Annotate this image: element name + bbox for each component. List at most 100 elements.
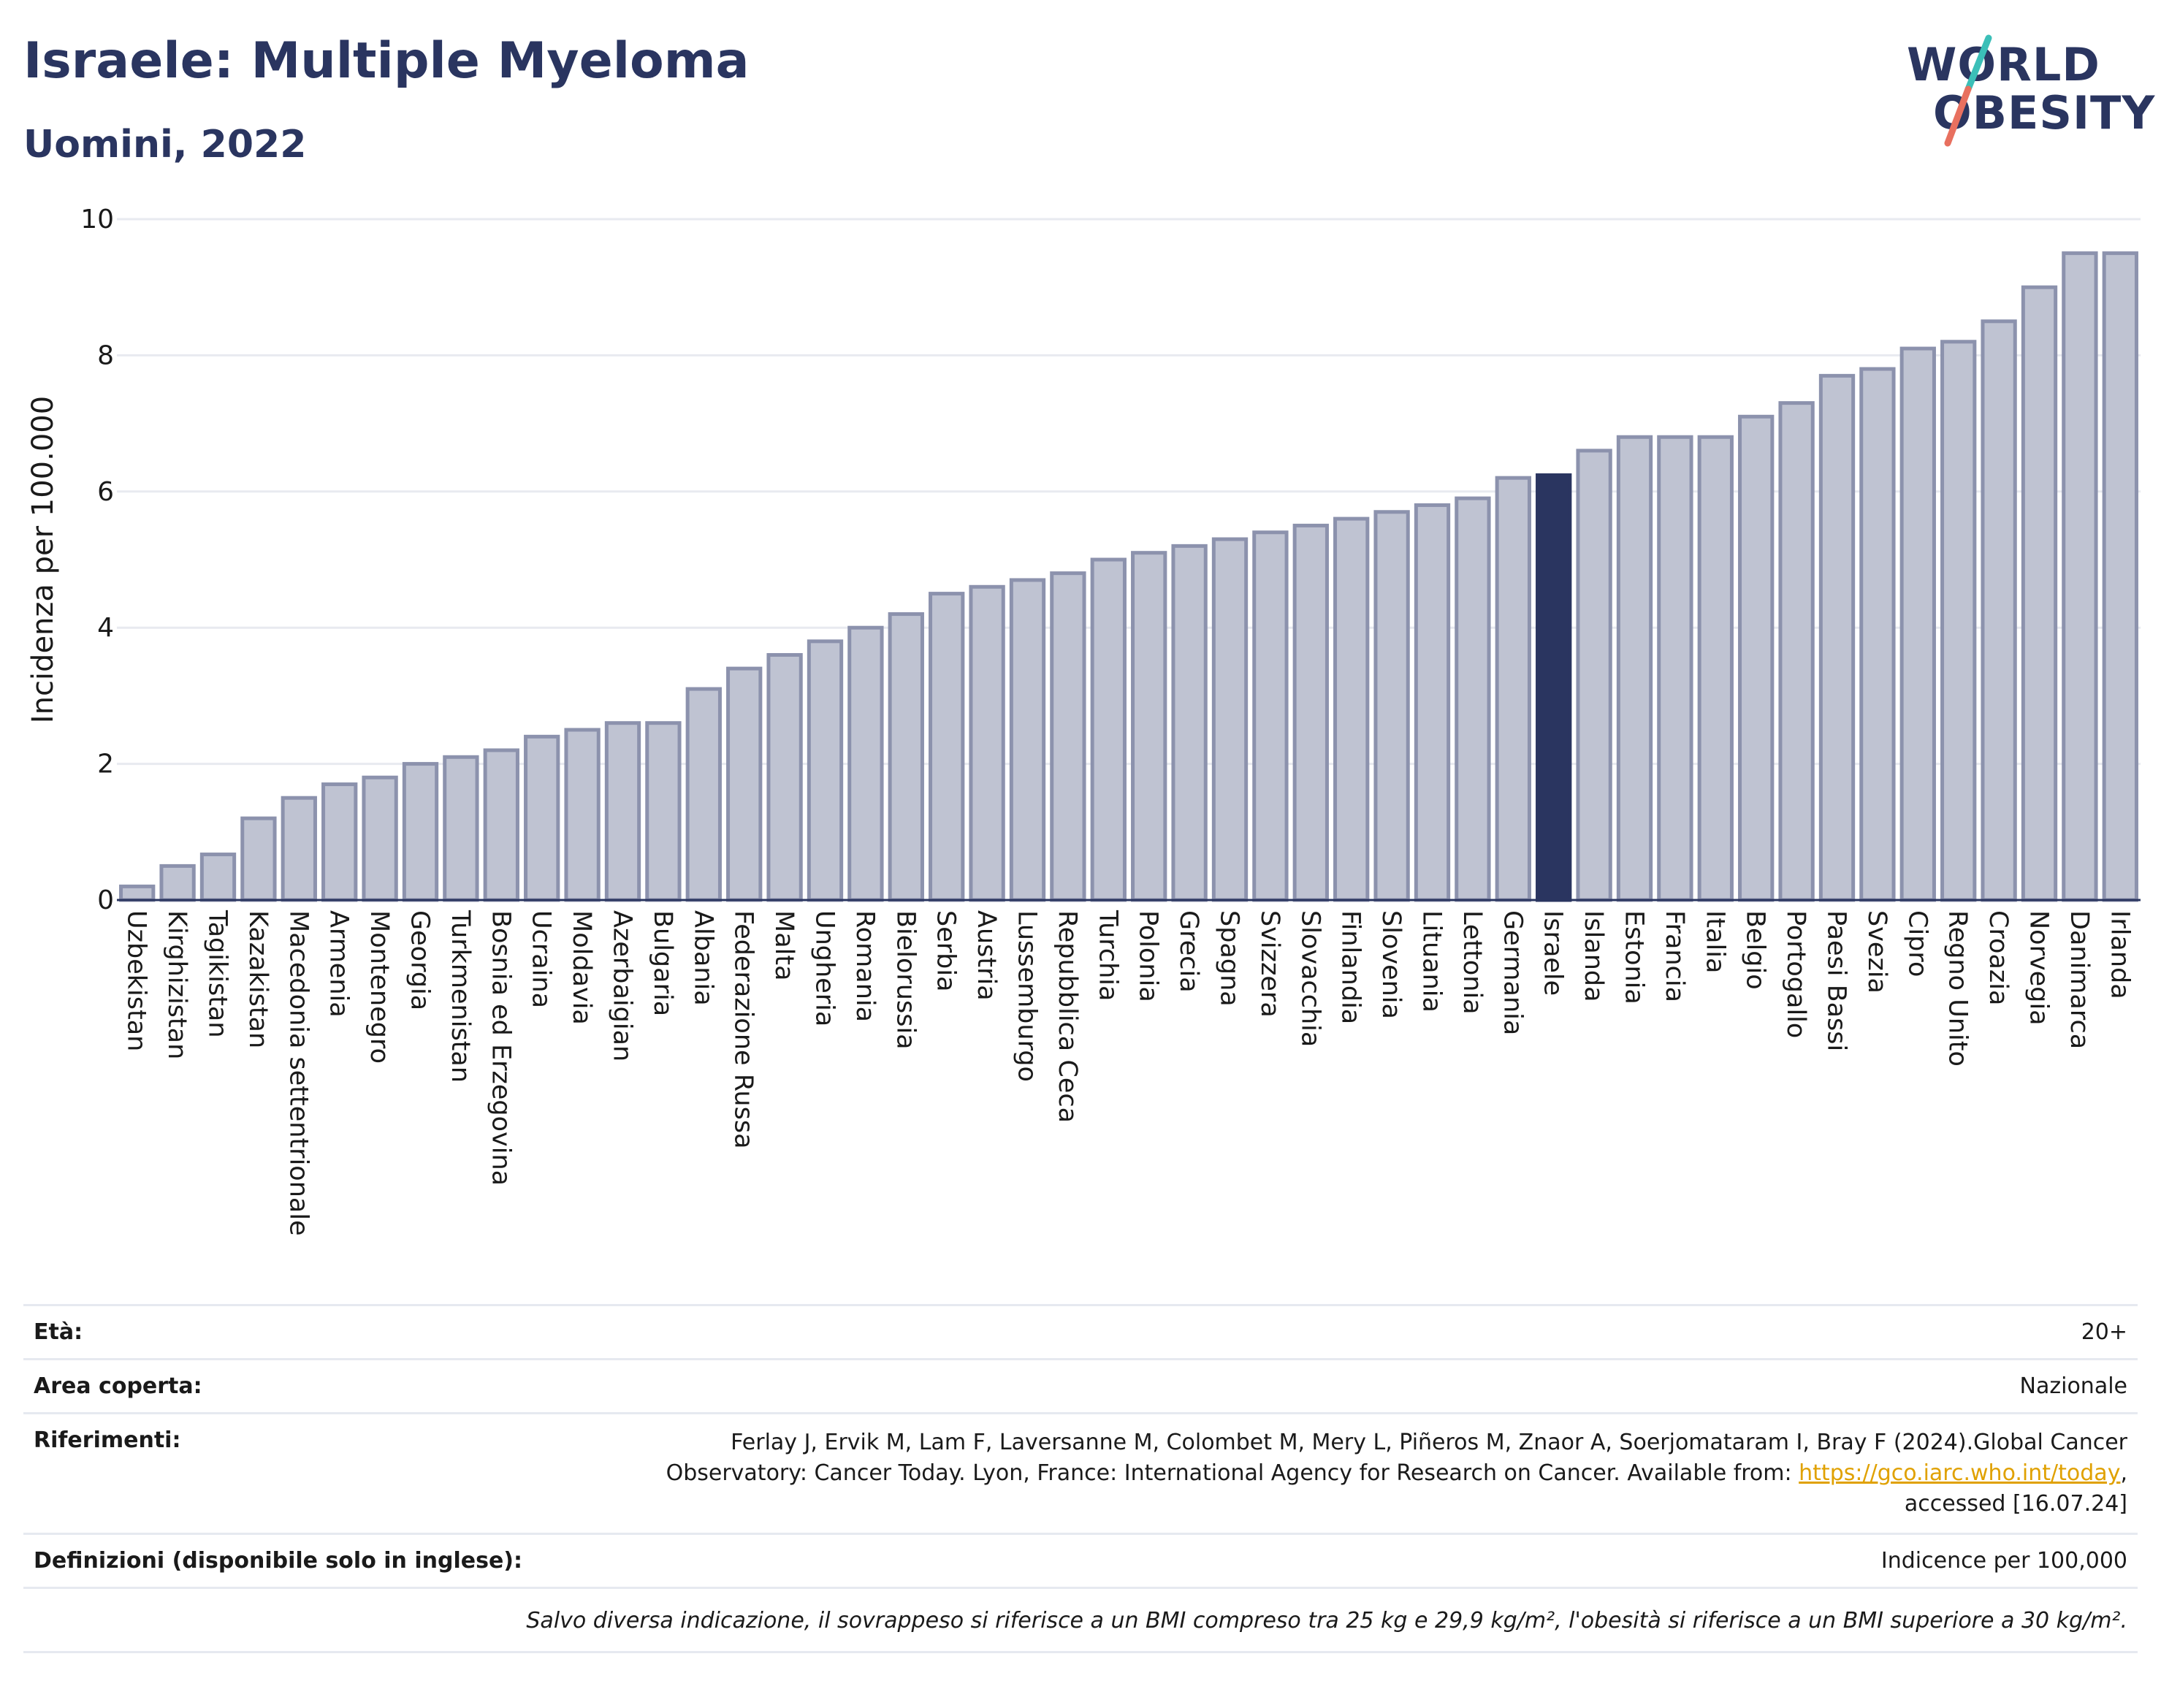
bar-paesi-bassi — [1818, 373, 1856, 902]
meta-row-references: Riferimenti: Ferlay J, Ervik M, Lam F, L… — [23, 1412, 2138, 1533]
x-tick-label: Armenia — [324, 910, 354, 1018]
x-tick-label: Cipro — [1902, 910, 1932, 977]
bar-georgia — [402, 762, 439, 902]
x-tick-label: Albania — [688, 910, 717, 1006]
x-tick-label: Ucraina — [527, 910, 556, 1008]
x-tick-label: Federazione Russa — [729, 910, 758, 1149]
x-tick-label: Uzbekistan — [122, 910, 151, 1051]
logo-slash-icon — [1944, 34, 1992, 147]
x-tick-label: Lettonia — [1457, 910, 1487, 1015]
x-tick-label: Norvegia — [2024, 910, 2054, 1026]
world-obesity-logo: WORLD OBESITY — [1907, 34, 2154, 158]
bar-bielorussia — [888, 612, 924, 902]
x-tick-label: Belgio — [1741, 910, 1770, 990]
bar-kirghizistan — [159, 863, 196, 902]
bar-romania — [847, 625, 884, 902]
bar-estonia — [1616, 435, 1653, 902]
y-tick-label: 4 — [97, 613, 114, 643]
bar-chart: 0 2 4 6 8 10 Incidenza per 100.000 Uzbekistan Ki… — [26, 205, 2141, 1236]
x-tick-label: Regno Unito — [1943, 910, 1973, 1067]
references-label: Riferimenti: — [34, 1427, 181, 1453]
references-line-1: Ferlay J, Ervik M, Lam F, Laversanne M, … — [731, 1430, 2127, 1455]
meta-row-definitions: Definizioni (disponibile solo in inglese… — [23, 1533, 2138, 1587]
y-tick-label: 8 — [97, 340, 114, 370]
bar-lituania — [1414, 503, 1451, 902]
x-tick-label: Moldavia — [567, 910, 596, 1025]
x-tick-label: Slovenia — [1376, 910, 1406, 1019]
bar-finlandia — [1333, 516, 1370, 902]
x-tick-label: Francia — [1660, 910, 1689, 1002]
bar-polonia — [1131, 551, 1167, 902]
references-value: Ferlay J, Ervik M, Lam F, Laversanne M, … — [666, 1427, 2127, 1520]
references-link[interactable]: https://gco.iarc.who.int/today — [1799, 1460, 2121, 1486]
x-tick-label: Romania — [850, 910, 880, 1022]
bar-lussemburgo — [1009, 578, 1046, 902]
x-tick-label: Svezia — [1862, 910, 1891, 994]
references-line-3: accessed [16.07.24] — [1904, 1491, 2127, 1517]
x-tick-label: Polonia — [1134, 910, 1163, 1002]
bar-kazakistan — [240, 816, 277, 902]
bar-montenegro — [362, 775, 398, 902]
x-tick-label: Georgia — [405, 910, 435, 1010]
x-tick-label: Bosnia ed Erzegovina — [486, 910, 515, 1186]
age-value: 20+ — [2081, 1319, 2127, 1345]
x-tick-label: Austria — [972, 910, 1001, 1001]
bar-macedonia-settentrionale — [281, 796, 317, 902]
x-tick-label: Malta — [769, 910, 799, 981]
bar-francia — [1657, 435, 1693, 902]
x-tick-label: Italia — [1700, 910, 1729, 973]
x-tick-label: Svizzera — [1255, 910, 1284, 1018]
y-axis-title: Incidenza per 100.000 — [26, 396, 60, 723]
bar-croazia — [1981, 319, 2017, 902]
x-tick-label: Tagikistan — [203, 910, 232, 1038]
x-tick-label: Grecia — [1174, 910, 1203, 993]
x-tick-label: Lussemburgo — [1013, 910, 1042, 1082]
references-after-link: , — [2120, 1460, 2127, 1486]
y-tick-label: 2 — [97, 750, 114, 779]
bar-italia — [1697, 435, 1734, 902]
bar-spagna — [1211, 537, 1249, 902]
logo-line-2: OBESITY — [1933, 86, 2156, 140]
bar-grecia — [1171, 544, 1208, 902]
x-tick-label: Danimarca — [2065, 910, 2094, 1049]
bar-turchia — [1090, 557, 1127, 902]
footnote: Salvo diversa indicazione, il sovrappeso… — [23, 1587, 2138, 1653]
bar-bosnia-ed-erzegovina — [483, 748, 519, 902]
x-tick-label: Finlandia — [1336, 910, 1365, 1024]
bar-armenia — [321, 782, 358, 902]
definitions-value: Indicence per 100,000 — [1880, 1548, 2127, 1574]
bar-slovacchia — [1292, 523, 1329, 902]
bar-federazione-russa — [726, 666, 763, 902]
logo-line-1: WORLD — [1907, 38, 2100, 91]
bar-norvegia — [2021, 285, 2058, 902]
meta-row-area: Area coperta: Nazionale — [23, 1358, 2138, 1412]
x-tick-label: Bulgaria — [648, 910, 677, 1016]
y-tick-label: 6 — [97, 477, 114, 507]
bar-belgio — [1738, 414, 1775, 902]
x-tick-label: Lituania — [1417, 910, 1447, 1013]
x-tick-label: Bielorussia — [891, 910, 920, 1050]
x-tick-label: Islanda — [1579, 910, 1608, 1002]
bar-tagikistan — [199, 853, 237, 902]
x-tick-label: Azerbaigian — [608, 910, 637, 1061]
x-tick-label: Spagna — [1215, 910, 1244, 1007]
x-tick-label: Irlanda — [2105, 910, 2134, 999]
x-tick-label: Slovacchia — [1295, 910, 1325, 1047]
area-value: Nazionale — [2019, 1373, 2127, 1399]
bar-serbia — [929, 592, 965, 902]
x-tick-label: Croazia — [1983, 910, 2013, 1005]
bar-ucraina — [524, 734, 560, 902]
bar-cipro — [1899, 346, 1936, 902]
bar-irlanda — [2102, 251, 2138, 902]
bar-azerbaigian — [604, 721, 641, 902]
bar-israele — [1536, 473, 1572, 902]
y-tick-label: 0 — [97, 885, 114, 915]
bar-bulgaria — [645, 721, 682, 902]
page-subtitle: Uomini, 2022 — [23, 123, 307, 167]
x-tick-label: Turkmenistan — [446, 910, 475, 1083]
bar-svezia — [1859, 367, 1896, 902]
x-tick-label: Ungheria — [810, 910, 839, 1026]
meta-row-age: Età: 20+ — [23, 1304, 2138, 1358]
x-tick-label: Kazakistan — [243, 910, 272, 1048]
bar-lettonia — [1455, 496, 1491, 902]
